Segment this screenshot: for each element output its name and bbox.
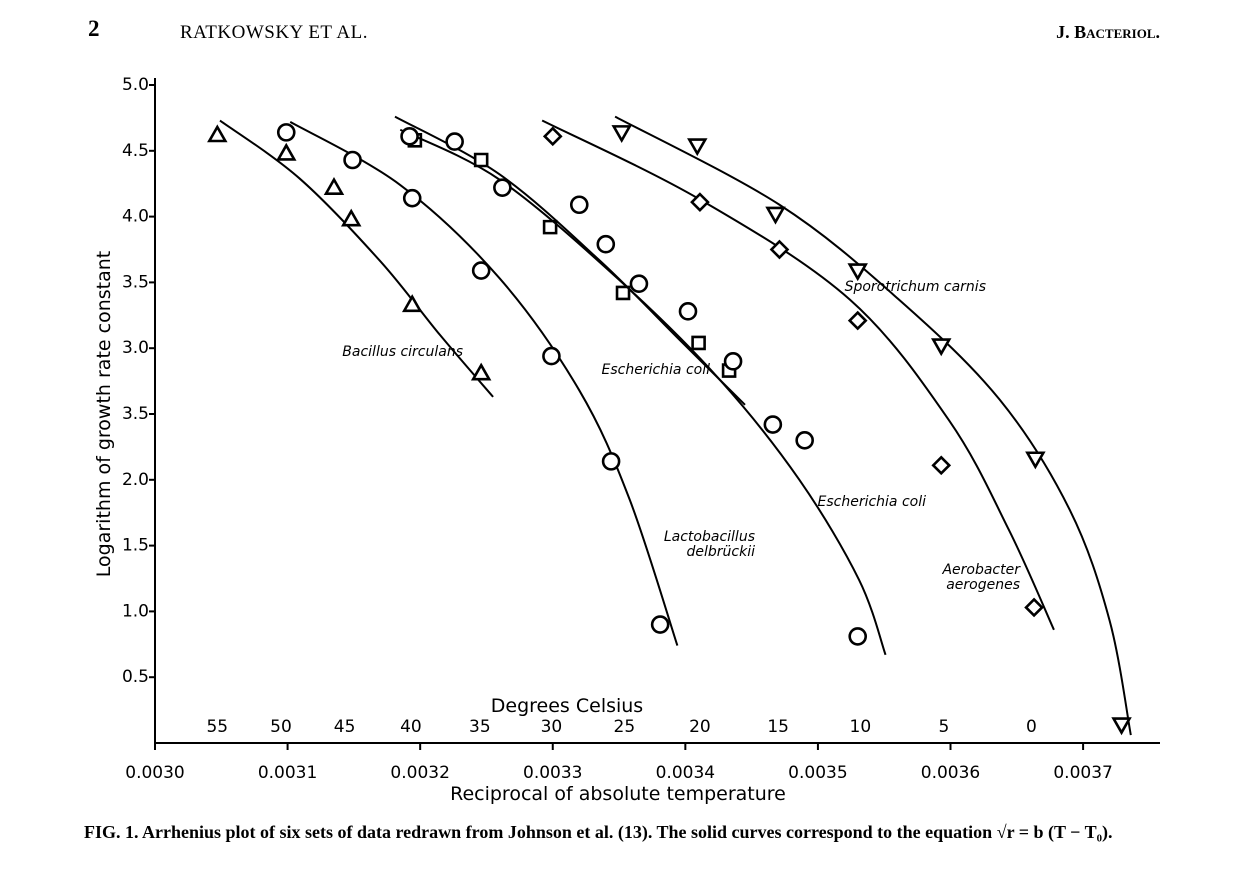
data-point xyxy=(629,274,649,294)
data-point xyxy=(343,150,362,170)
data-point xyxy=(402,188,422,208)
celsius-tick-label: 40 xyxy=(400,717,422,737)
x-tick-label: 0.0034 xyxy=(656,763,715,783)
data-point xyxy=(690,192,710,212)
data-point xyxy=(542,346,561,366)
data-point xyxy=(931,455,952,476)
data-point xyxy=(847,310,868,331)
data-point xyxy=(1111,717,1132,736)
data-point xyxy=(470,362,492,381)
data-point xyxy=(678,302,698,321)
data-point xyxy=(1025,451,1046,470)
data-point xyxy=(765,206,786,225)
fit-curve xyxy=(289,120,679,646)
fit-curve xyxy=(394,115,746,406)
running-head: RATKOWSKY ET AL. xyxy=(180,22,368,43)
data-point xyxy=(471,261,491,280)
data-point xyxy=(1024,597,1044,618)
y-tick-label: 3.5 xyxy=(122,404,149,424)
y-axis-label: Logarithm of growth rate constant xyxy=(93,251,115,577)
celsius-tick-label: 20 xyxy=(689,717,711,737)
data-point xyxy=(848,627,868,646)
data-point xyxy=(795,431,814,450)
y-tick-label: 1.0 xyxy=(122,601,149,621)
fit-curve xyxy=(399,128,887,656)
series-label: Aerobacter aerogenes xyxy=(942,562,1020,593)
celsius-tick-label: 0 xyxy=(1026,717,1037,737)
series-label: Escherichia coll xyxy=(601,362,711,378)
data-point xyxy=(691,335,706,351)
fit-curve xyxy=(541,119,1055,631)
data-point xyxy=(687,138,708,157)
data-point xyxy=(401,294,423,313)
celsius-tick-label: 10 xyxy=(850,717,872,737)
data-point xyxy=(473,152,489,168)
data-point xyxy=(340,208,362,227)
fit-curve xyxy=(219,119,494,398)
data-point xyxy=(207,124,228,143)
celsius-tick-label: 5 xyxy=(938,717,949,737)
celsius-tick-label: 55 xyxy=(206,717,228,737)
x-tick-label: 0.0032 xyxy=(390,763,449,783)
journal-name: J. Bacteriol. xyxy=(1056,22,1160,42)
series-label: Bacillus circulans xyxy=(342,344,463,360)
y-tick-label: 3.5 xyxy=(122,272,149,292)
data-point xyxy=(276,123,296,142)
series-label: Lactobacillus delbrückii xyxy=(663,529,755,560)
fit-curve xyxy=(614,115,1132,736)
data-point xyxy=(769,239,790,260)
data-point xyxy=(493,178,512,197)
series-label: Sporotrichum carnis xyxy=(844,279,986,295)
celsius-tick-label: 35 xyxy=(469,717,491,737)
series-label: Escherichia coli xyxy=(817,494,927,510)
x-tick-label: 0.0035 xyxy=(788,763,847,783)
figure-caption: FIG. 1. Arrhenius plot of six sets of da… xyxy=(84,822,1113,842)
page-number: 2 xyxy=(88,16,100,41)
x-tick-label: 0.0030 xyxy=(125,763,184,783)
celsius-tick-label: 25 xyxy=(614,717,636,737)
y-tick-label: 1.5 xyxy=(122,536,149,556)
data-point xyxy=(596,234,616,254)
y-tick-label: 5.0 xyxy=(122,75,149,95)
data-point xyxy=(847,263,868,282)
y-tick-label: 4.0 xyxy=(122,207,149,227)
top-axis-label: Degrees Celsius xyxy=(491,695,643,717)
y-tick-label: 0.5 xyxy=(122,667,149,687)
x-tick-label: 0.0036 xyxy=(921,763,980,783)
data-point xyxy=(276,142,297,161)
celsius-tick-label: 15 xyxy=(767,717,789,737)
data-point xyxy=(650,615,670,634)
celsius-tick-label: 50 xyxy=(270,717,292,737)
x-axis-label: Reciprocal of absolute temperature xyxy=(450,783,786,805)
data-point xyxy=(400,127,419,146)
celsius-tick-label: 30 xyxy=(541,717,563,737)
x-tick-label: 0.0031 xyxy=(258,763,317,783)
y-tick-label: 2.0 xyxy=(122,470,149,490)
data-point xyxy=(611,125,632,143)
y-tick-label: 3.0 xyxy=(122,338,149,358)
data-point xyxy=(615,285,631,301)
x-tick-label: 0.0033 xyxy=(523,763,582,783)
data-point xyxy=(601,452,621,471)
data-point xyxy=(569,195,589,215)
data-point xyxy=(445,132,464,151)
data-point xyxy=(763,415,783,434)
data-point xyxy=(542,126,563,147)
x-tick-label: 0.0037 xyxy=(1053,763,1112,783)
data-point xyxy=(930,338,952,357)
celsius-tick-label: 45 xyxy=(334,717,356,737)
y-tick-label: 4.5 xyxy=(122,141,149,161)
data-point xyxy=(323,177,345,195)
data-point xyxy=(723,352,743,371)
